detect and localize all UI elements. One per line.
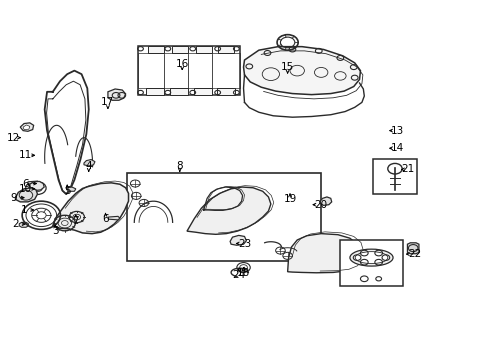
Text: 24: 24	[232, 270, 245, 280]
Bar	[340, 240, 402, 286]
Polygon shape	[108, 89, 125, 100]
Text: 12: 12	[7, 133, 20, 143]
Bar	[194, 88, 212, 95]
Polygon shape	[53, 183, 128, 234]
Text: 13: 13	[390, 126, 404, 136]
Text: 18: 18	[236, 269, 250, 279]
Text: 5: 5	[64, 186, 70, 195]
Polygon shape	[230, 235, 246, 245]
Bar	[170, 88, 188, 95]
Text: 16: 16	[175, 59, 188, 68]
Text: 1: 1	[20, 205, 27, 215]
Polygon shape	[108, 216, 120, 220]
Polygon shape	[84, 159, 95, 166]
Bar	[372, 159, 416, 194]
Polygon shape	[287, 234, 359, 273]
Text: 6: 6	[102, 214, 109, 224]
Text: 14: 14	[390, 143, 404, 153]
Polygon shape	[186, 187, 270, 234]
Text: 2: 2	[12, 219, 19, 229]
Bar	[138, 46, 239, 95]
Bar	[195, 46, 211, 53]
Polygon shape	[243, 47, 360, 95]
Ellipse shape	[354, 252, 387, 264]
Text: 6: 6	[22, 179, 29, 189]
Text: 3: 3	[52, 226, 59, 236]
Ellipse shape	[349, 249, 392, 266]
Polygon shape	[30, 181, 44, 190]
Polygon shape	[28, 181, 40, 185]
Text: 4: 4	[85, 161, 92, 171]
Polygon shape	[16, 188, 38, 202]
Text: 23: 23	[237, 239, 251, 248]
Polygon shape	[67, 187, 76, 191]
Text: 10: 10	[19, 184, 32, 194]
Bar	[171, 46, 187, 53]
Text: 20: 20	[314, 200, 327, 210]
Bar	[216, 88, 234, 95]
Text: 7: 7	[72, 216, 79, 226]
Text: 17: 17	[101, 98, 114, 107]
Polygon shape	[407, 243, 418, 254]
Polygon shape	[19, 222, 28, 227]
Bar	[147, 46, 163, 53]
Polygon shape	[23, 125, 30, 130]
Bar	[218, 46, 234, 53]
Text: 22: 22	[407, 249, 420, 259]
Text: 9: 9	[10, 193, 17, 203]
Text: 21: 21	[400, 165, 413, 174]
Text: 19: 19	[283, 194, 296, 204]
Bar	[138, 53, 239, 88]
Bar	[127, 173, 321, 261]
Polygon shape	[320, 197, 331, 206]
Bar	[146, 88, 164, 95]
Text: 8: 8	[176, 161, 183, 171]
Text: 15: 15	[281, 62, 294, 72]
Text: 11: 11	[19, 150, 32, 160]
Polygon shape	[20, 123, 34, 131]
